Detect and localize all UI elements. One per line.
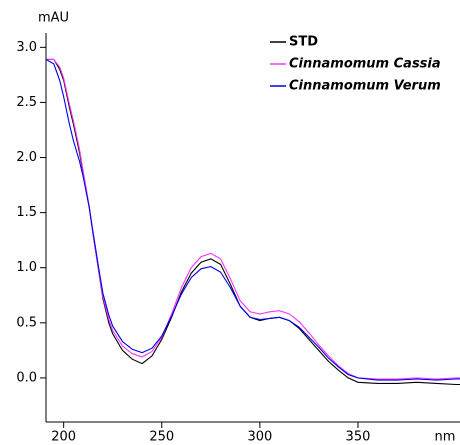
x-tick-label: 350 bbox=[346, 430, 371, 445]
y-tick-label: 3.0 bbox=[16, 40, 37, 55]
y-tick-label: 2.0 bbox=[16, 150, 37, 165]
y-axis-label: mAU bbox=[38, 11, 69, 26]
y-tick-label: 1.0 bbox=[16, 260, 37, 275]
x-tick-label: 250 bbox=[149, 430, 174, 445]
y-tick-label: 0.5 bbox=[16, 315, 37, 330]
series-line bbox=[45, 58, 460, 381]
x-axis-label: nm bbox=[435, 430, 456, 445]
x-tick-label: 200 bbox=[51, 430, 76, 445]
y-tick-label: 1.5 bbox=[16, 205, 37, 220]
series-line bbox=[46, 58, 460, 380]
legend-label: Cinnamomum Cassia bbox=[289, 57, 441, 72]
y-tick-label: 2.5 bbox=[16, 95, 37, 110]
series-line bbox=[46, 58, 460, 386]
y-tick-label: 0.0 bbox=[16, 370, 37, 385]
legend-label: STD bbox=[289, 35, 318, 50]
legend-label: Cinnamomum Verum bbox=[289, 79, 441, 94]
x-tick-label: 300 bbox=[247, 430, 272, 445]
